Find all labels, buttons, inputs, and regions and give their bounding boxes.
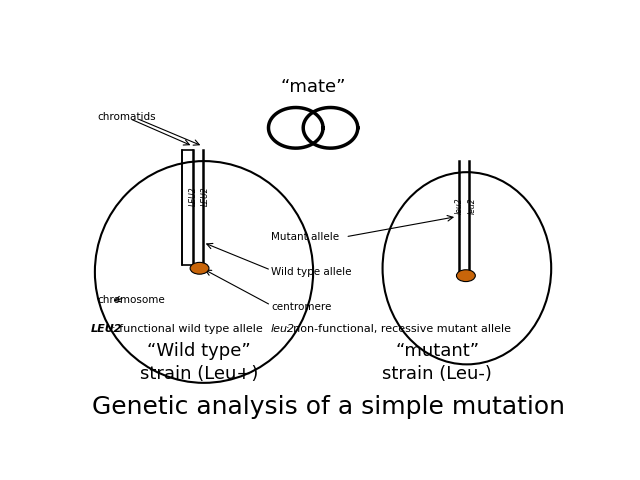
Ellipse shape: [456, 270, 476, 282]
Text: Mutant allele: Mutant allele: [271, 232, 339, 242]
Text: : non-functional, recessive mutant allele: : non-functional, recessive mutant allel…: [286, 324, 511, 334]
Text: : functional wild type allele: : functional wild type allele: [112, 324, 263, 334]
Text: chromosome: chromosome: [97, 295, 165, 305]
Text: “mate”: “mate”: [280, 78, 346, 96]
Text: chromatids: chromatids: [97, 112, 156, 122]
Text: “Wild type”
strain (Leu+): “Wild type” strain (Leu+): [140, 342, 258, 383]
Text: leu2: leu2: [455, 197, 464, 214]
Text: leu2: leu2: [467, 197, 476, 214]
Text: centromere: centromere: [271, 302, 332, 312]
Text: “mutant”
strain (Leu-): “mutant” strain (Leu-): [382, 342, 492, 383]
Text: LEU2: LEU2: [189, 186, 198, 206]
Text: LEU2: LEU2: [201, 186, 210, 206]
Text: Wild type allele: Wild type allele: [271, 267, 351, 277]
Text: LEU2: LEU2: [91, 324, 122, 334]
Text: leu2: leu2: [271, 324, 295, 334]
Text: Genetic analysis of a simple mutation: Genetic analysis of a simple mutation: [92, 395, 564, 419]
Ellipse shape: [190, 263, 209, 274]
